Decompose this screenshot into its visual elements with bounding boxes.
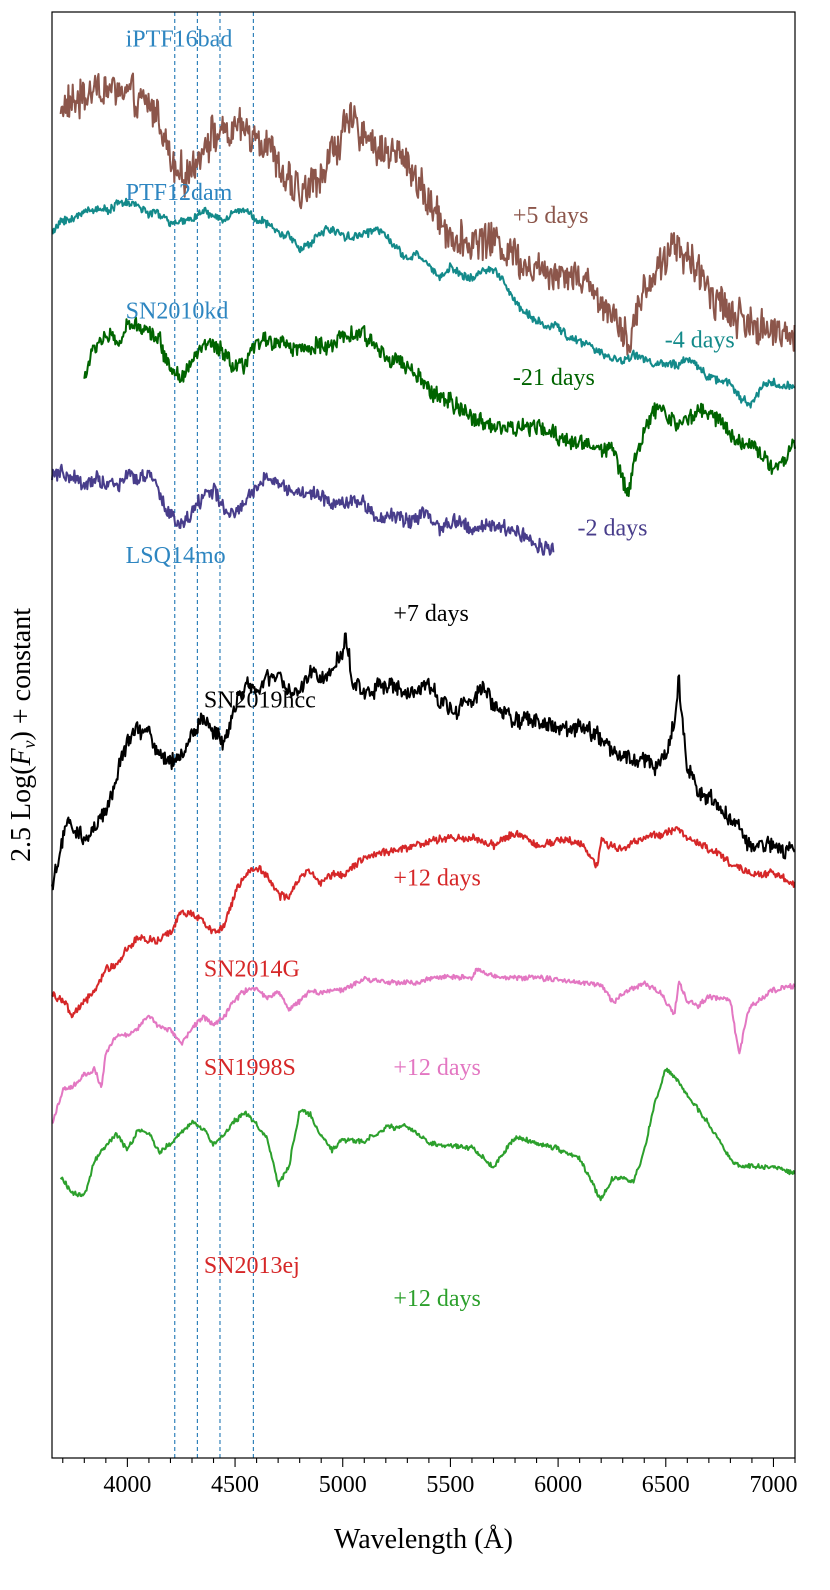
series-iptf16bad [59,72,796,356]
y-axis-label-suffix: ) + constant [6,608,37,741]
series-sn2014g [51,826,796,1019]
annotation-sn2010kd-4: SN2010kd [126,299,229,325]
annotation-5-days-2: +5 days [513,203,589,229]
series-sn2019hcc [51,632,796,891]
y-axis-label-subscript: ν [19,740,39,748]
series-sn2013ej [59,1067,796,1202]
x-tick-label-5000: 5000 [319,1472,367,1498]
annotation-12-days-11: +12 days [393,865,481,891]
y-axis-label: 2.5 Log(Fν) + constant [6,608,39,862]
annotation-iptf16bad-1: iPTF16bad [126,27,233,53]
series-lsq14mo [51,463,555,556]
annotation-7-days-9: +7 days [393,601,469,627]
annotation-sn2013ej-15: SN2013ej [204,1253,300,1279]
annotation-sn1998s-13: SN1998S [204,1055,296,1081]
series-sn2010kd [83,316,796,498]
x-tick-label-7000: 7000 [749,1472,797,1498]
x-tick-label-5500: 5500 [426,1472,474,1498]
series-sn1998s [51,967,796,1124]
annotation-sn2014g-12: SN2014G [204,956,300,982]
x-tick-label-6500: 6500 [642,1472,690,1498]
series-layer [51,72,796,1202]
annotation-21-days-6: -21 days [513,365,595,391]
plot-frame [51,11,796,1459]
annotation-4-days-5: -4 days [665,327,735,353]
y-axis-label-symbol: F [6,748,37,767]
annotation-ptf12dam-3: PTF12dam [126,180,233,206]
annotation-layer: iPTF16bad +5 days PTF12dam SN2010kd -4 days -… [126,27,735,1312]
annotation-2-days-7: -2 days [577,515,647,541]
series-ptf12dam [51,197,795,409]
annotation-lsq14mo-8: LSQ14mo [126,543,226,569]
annotation-12-days-14: +12 days [393,1055,481,1081]
y-axis-label-prefix: 2.5 Log( [6,766,37,862]
annotation-12-days-16: +12 days [393,1286,481,1312]
x-tick-label-4000: 4000 [103,1472,151,1498]
x-axis-label: Wavelength (Å) [334,1524,513,1555]
annotation-sn2019hcc-10: SN2019hcc [204,688,316,714]
x-axis-ticks: 4000 4500 5000 5500 6000 6500 7000 [62,1458,797,1498]
x-tick-label-6000: 6000 [534,1472,582,1498]
x-tick-label-4500: 4500 [211,1472,259,1498]
